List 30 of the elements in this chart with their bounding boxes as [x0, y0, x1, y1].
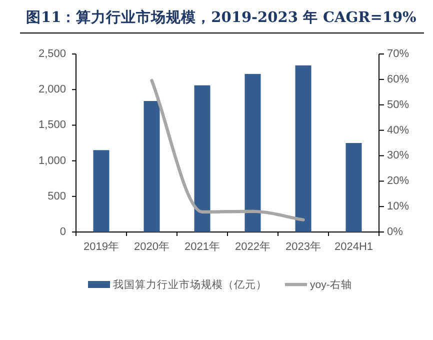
bar — [244, 74, 261, 232]
y-tick-label: 1,500 — [38, 119, 66, 132]
bar — [346, 143, 362, 232]
y-tick-label: 500 — [48, 190, 66, 202]
y2-tick-label: 70% — [387, 48, 410, 60]
y2-tick-label: 40% — [387, 124, 410, 136]
line-series — [150, 78, 305, 222]
y2-tick-label: 60% — [387, 73, 410, 86]
bar — [144, 100, 160, 232]
bar — [93, 150, 110, 232]
x-tick-label: 2021年 — [184, 241, 220, 253]
y-tick-label: 0 — [60, 226, 66, 238]
bar — [295, 65, 312, 232]
legend-label: yoy-右轴 — [310, 278, 352, 291]
y-tick-label: 2,000 — [38, 84, 66, 96]
y2-tick-label: 10% — [387, 200, 410, 213]
y-tick-label: 2,500 — [38, 48, 66, 60]
x-tick-label: 2020年 — [134, 241, 170, 253]
y2-tick-label: 20% — [387, 175, 410, 188]
y2-tick-label: 30% — [387, 150, 410, 162]
x-tick-label: 2019年 — [84, 241, 119, 253]
y2-tick-label: 0% — [387, 226, 404, 238]
x-tick-label: 2024H1 — [334, 241, 374, 253]
x-tick-label: 2023年 — [286, 241, 321, 253]
bar — [194, 85, 210, 232]
legend-label: 我国算力行业市场规模（亿元） — [113, 278, 267, 291]
y-tick-label: 1,000 — [38, 154, 66, 167]
x-tick-label: 2022年 — [235, 241, 270, 253]
y2-tick-label: 50% — [387, 98, 410, 111]
chart-title: 图11：算力行业市场规模，2019-2023 年 CAGR=19% — [26, 8, 417, 26]
